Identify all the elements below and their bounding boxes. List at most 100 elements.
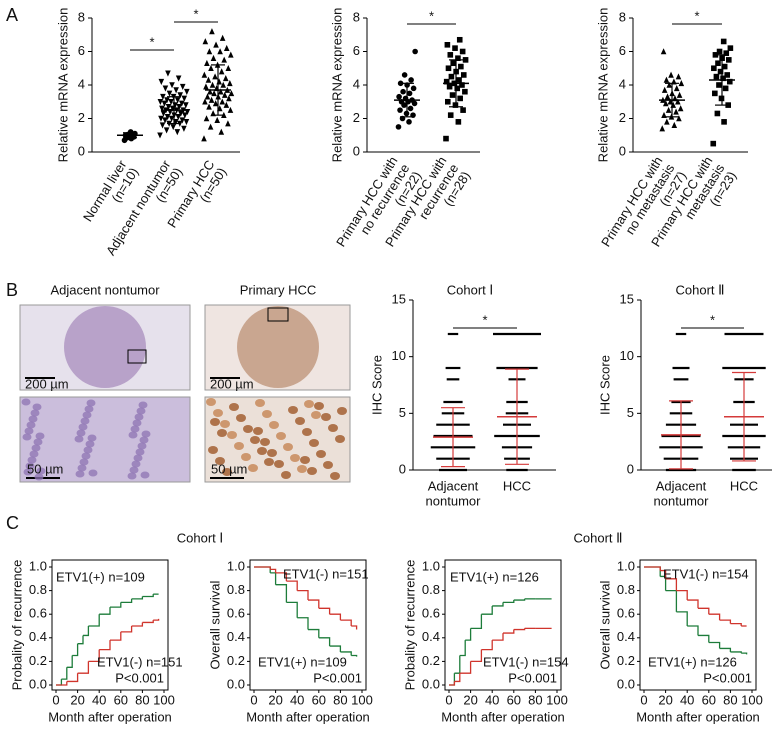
y-tick-label: 0.0 bbox=[617, 676, 635, 691]
point bbox=[218, 128, 225, 135]
km-step bbox=[275, 572, 288, 582]
x-tick-label: HCC bbox=[503, 478, 531, 493]
cell bbox=[133, 454, 143, 462]
km-step bbox=[275, 584, 288, 603]
cell bbox=[307, 467, 317, 475]
point bbox=[212, 73, 218, 80]
image-frame bbox=[204, 396, 351, 483]
point bbox=[677, 105, 684, 112]
cell bbox=[83, 446, 93, 454]
x-tick-label: 60 bbox=[702, 692, 716, 707]
scale-label: 200 µm bbox=[210, 376, 254, 391]
point bbox=[201, 71, 208, 78]
cell bbox=[34, 473, 44, 481]
point bbox=[716, 82, 722, 88]
y-tick-label: 8 bbox=[619, 9, 626, 24]
km-step bbox=[340, 619, 352, 626]
y-tick-label: 0.0 bbox=[29, 676, 47, 691]
point bbox=[228, 51, 234, 58]
y-tick-label: 0.2 bbox=[422, 653, 440, 668]
y-tick-label: 0.4 bbox=[29, 629, 47, 644]
y-tick-label: 8 bbox=[353, 9, 360, 24]
cell bbox=[85, 440, 95, 448]
y-axis-label: IHC Score bbox=[597, 355, 612, 415]
cell bbox=[295, 417, 305, 425]
cell-layer bbox=[21, 398, 347, 481]
y-tick-label: 0 bbox=[627, 461, 634, 476]
point bbox=[206, 48, 213, 55]
y-tick-label: 0.0 bbox=[227, 676, 245, 691]
point bbox=[210, 54, 217, 61]
chart-title: Cohort Ⅱ bbox=[675, 282, 724, 297]
point bbox=[720, 75, 726, 82]
y-tick-label: 5 bbox=[627, 405, 634, 420]
point bbox=[181, 125, 187, 132]
point bbox=[158, 115, 164, 122]
point bbox=[713, 73, 720, 80]
cell bbox=[255, 399, 265, 407]
point bbox=[710, 140, 717, 147]
point bbox=[208, 64, 214, 72]
x-tick-label: 100 bbox=[153, 692, 175, 707]
x-tick-label: 80 bbox=[333, 692, 347, 707]
image-title: Adjacent nontumor bbox=[50, 282, 160, 297]
image-title: Primary HCC bbox=[240, 282, 317, 297]
km-step bbox=[708, 641, 721, 649]
point bbox=[209, 28, 215, 35]
scale-label: 50 µm bbox=[211, 461, 247, 476]
x-tick-label: 20 bbox=[70, 692, 84, 707]
cell bbox=[26, 421, 36, 429]
x-tick-label: 20 bbox=[463, 692, 477, 707]
x-tick-label: 40 bbox=[290, 692, 304, 707]
cell bbox=[220, 420, 230, 428]
cell bbox=[76, 429, 86, 437]
y-axis-label: Overall survival bbox=[597, 580, 612, 669]
km-step bbox=[297, 617, 309, 630]
cell bbox=[84, 405, 94, 413]
point bbox=[721, 63, 728, 70]
point bbox=[184, 88, 190, 95]
km-step bbox=[56, 681, 68, 686]
x-tick-label: 40 bbox=[485, 692, 499, 707]
cell bbox=[234, 442, 244, 450]
cell bbox=[74, 435, 84, 443]
cell bbox=[288, 406, 298, 414]
km-step bbox=[83, 626, 90, 637]
point bbox=[459, 48, 466, 55]
cell bbox=[131, 460, 141, 468]
cell bbox=[210, 418, 220, 426]
point bbox=[223, 101, 230, 108]
cell bbox=[321, 413, 331, 421]
x-tick-label: 60 bbox=[312, 692, 326, 707]
km-step bbox=[120, 626, 133, 633]
point bbox=[659, 125, 666, 132]
point bbox=[174, 97, 181, 104]
point bbox=[459, 82, 465, 88]
series-label: ETV1(+) n=126 bbox=[648, 654, 737, 669]
point bbox=[160, 93, 166, 101]
plot-frame bbox=[639, 559, 757, 691]
x-tick-label: 0 bbox=[250, 692, 257, 707]
cell bbox=[248, 464, 258, 472]
km-step bbox=[492, 633, 504, 641]
point bbox=[225, 64, 232, 72]
km-step bbox=[153, 618, 160, 621]
point bbox=[662, 100, 669, 107]
point bbox=[456, 77, 462, 83]
km-step bbox=[687, 599, 699, 609]
cell bbox=[316, 450, 326, 458]
point bbox=[450, 60, 457, 67]
km-step bbox=[77, 635, 84, 645]
cell bbox=[137, 442, 147, 450]
cell bbox=[208, 446, 218, 454]
cell bbox=[21, 398, 31, 406]
point bbox=[661, 86, 668, 93]
point bbox=[454, 85, 461, 92]
point bbox=[457, 95, 463, 102]
cell bbox=[81, 452, 91, 460]
point bbox=[183, 102, 189, 109]
y-tick-label: 0.8 bbox=[29, 582, 47, 597]
y-tick-label: 0.2 bbox=[29, 653, 47, 668]
y-tick-label: 0.4 bbox=[422, 629, 440, 644]
series-label: ETV1(-) n=151 bbox=[283, 566, 369, 581]
